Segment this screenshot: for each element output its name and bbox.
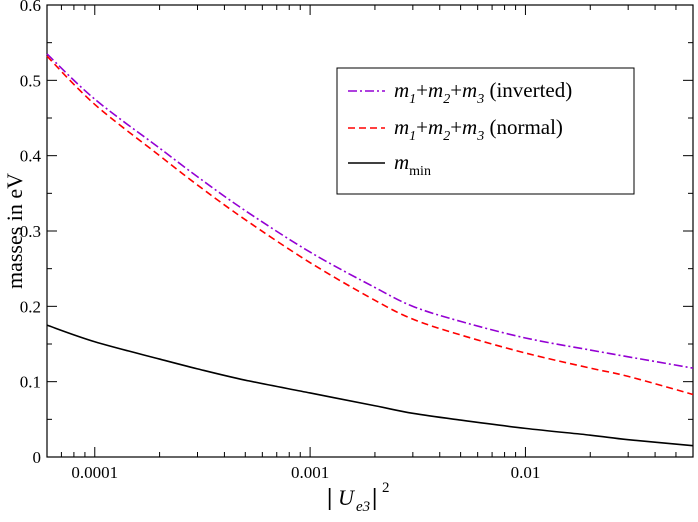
svg-text:U: U (338, 485, 356, 510)
legend-label-2: mmin (394, 150, 431, 179)
y-axis-title: masses in eV (2, 173, 27, 289)
legend: m1+m2+m3 (inverted) m1+m2+m3 (normal) mmin (336, 67, 635, 195)
series-line-2 (46, 324, 694, 447)
x-tick-label: 0.001 (291, 463, 329, 482)
legend-label-0: m1+m2+m3 (inverted) (394, 78, 572, 107)
y-tick-label: 0.1 (20, 373, 41, 392)
series-lines (46, 53, 694, 447)
svg-text:|: | (327, 485, 332, 511)
svg-text:|: | (372, 485, 377, 511)
series-line-0 (46, 53, 694, 369)
y-axis-ticks: 0 0.1 0.2 0.3 0.4 0.5 0.6 (20, 0, 693, 467)
x-axis-ticks: 0.0001 0.001 0.01 (46, 5, 694, 482)
y-tick-label: 0 (33, 448, 42, 467)
y-tick-label: 0.4 (20, 147, 42, 166)
svg-text:e3: e3 (356, 499, 370, 515)
legend-box (336, 67, 635, 195)
x-tick-label: 0.0001 (71, 463, 118, 482)
y-tick-label: 0.2 (20, 297, 41, 316)
svg-text:2: 2 (382, 480, 390, 496)
x-axis-title: | U e3 | 2 (327, 480, 390, 515)
legend-label-1: m1+m2+m3 (normal) (394, 115, 563, 144)
y-tick-label: 0.6 (20, 0, 41, 15)
y-tick-label: 0.5 (20, 71, 41, 90)
x-tick-label: 0.01 (511, 463, 541, 482)
series-line-1 (46, 55, 694, 396)
y-tick-label: 0.3 (20, 222, 41, 241)
